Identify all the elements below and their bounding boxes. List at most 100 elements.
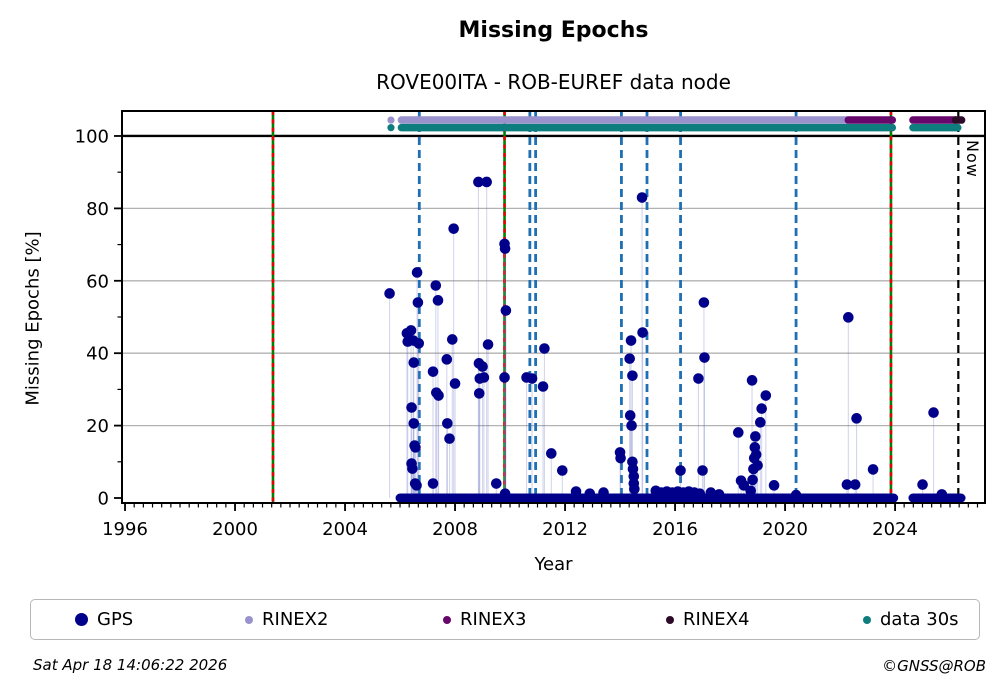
legend-item-rinex3: RINEX3 <box>443 600 526 639</box>
gps-point <box>444 433 455 444</box>
gps-point <box>768 480 780 491</box>
credit-text: ©GNSS@ROB <box>882 657 986 675</box>
gps-point <box>745 485 756 497</box>
legend-label: data 30s <box>880 609 959 630</box>
gps-point <box>427 478 439 489</box>
gps-point <box>539 343 550 354</box>
gps-point <box>430 280 442 291</box>
gps-point <box>442 418 453 429</box>
gps-point <box>481 176 492 188</box>
data30s-dot <box>387 124 395 132</box>
gps-point <box>433 390 444 401</box>
rinex3-dot-icon <box>443 615 451 624</box>
rinex2-dot-icon <box>245 615 253 624</box>
gps-point <box>867 464 879 475</box>
legend-label: GPS <box>97 609 134 630</box>
gps-point <box>624 353 635 364</box>
x-axis-label: Year <box>534 554 573 575</box>
gps-dot-icon <box>75 613 88 626</box>
y-axis-label: Missing Epochs [%] <box>22 231 44 406</box>
gps-point <box>675 465 686 476</box>
x-tick-label: 2012 <box>542 519 588 540</box>
x-tick-label: 2008 <box>432 519 478 540</box>
data30s-dot-icon <box>863 615 871 624</box>
gps-point <box>693 373 704 384</box>
gps-point <box>843 312 854 323</box>
gps-point <box>427 366 439 377</box>
gps-point <box>411 267 423 278</box>
gps-point <box>500 305 512 316</box>
gps-point <box>412 297 424 308</box>
gps-point <box>851 413 862 424</box>
gps-point <box>448 223 459 234</box>
timestamp-text: Sat Apr 18 14:06:22 2026 <box>33 656 228 674</box>
x-tick-label: 2000 <box>212 519 258 540</box>
gps-point <box>526 373 538 384</box>
gps-point <box>624 410 636 421</box>
x-tick-label: 1996 <box>102 519 148 540</box>
gps-point <box>755 417 766 428</box>
gps-point <box>637 327 648 338</box>
gps-point <box>482 339 494 350</box>
gps-point <box>733 427 744 438</box>
y-tick-label: 40 <box>86 344 109 365</box>
gps-point <box>697 465 708 476</box>
gps-point <box>928 407 939 418</box>
gps-point <box>478 372 490 383</box>
gps-point <box>473 388 485 399</box>
gps-point <box>626 420 637 431</box>
gps-point <box>499 243 511 254</box>
gps-point <box>628 470 640 482</box>
gps-point <box>545 448 557 459</box>
gps-point <box>760 390 772 401</box>
rinex4-dot-icon <box>666 615 674 624</box>
gps-point <box>413 338 425 349</box>
gps-point <box>841 479 853 490</box>
gps-point <box>441 354 453 365</box>
legend-label: RINEX4 <box>683 609 750 630</box>
gps-point <box>746 375 758 386</box>
y-tick-label: 0 <box>98 489 109 510</box>
y-tick-label: 100 <box>75 126 109 147</box>
gps-point <box>756 403 767 414</box>
gps-point <box>615 452 626 464</box>
gps-point <box>625 335 637 346</box>
y-tick-label: 80 <box>86 199 109 220</box>
gps-point <box>406 402 417 413</box>
legend-item-gps: GPS <box>75 600 133 639</box>
gps-point <box>432 295 444 306</box>
gps-point <box>446 334 458 345</box>
legend-label: RINEX2 <box>262 609 329 630</box>
y-tick-label: 20 <box>86 416 109 437</box>
gps-point <box>490 478 502 489</box>
now-annotation: Now <box>963 140 982 178</box>
gps-point <box>477 361 488 372</box>
gps-point <box>410 442 421 453</box>
gps-point <box>629 483 640 495</box>
gps-point <box>752 460 763 471</box>
gps-point <box>449 378 461 389</box>
axes-spines <box>121 110 986 504</box>
x-tick-label: 2024 <box>872 519 918 540</box>
legend-item-data30s: data 30s <box>863 600 959 639</box>
rinex2-dot <box>387 116 395 124</box>
legend-item-rinex2: RINEX2 <box>245 600 328 639</box>
gps-point <box>699 352 710 363</box>
legend-box: GPS RINEX2 RINEX3 RINEX4 data 30s <box>30 599 980 640</box>
gps-point <box>636 192 648 203</box>
gps-point <box>917 479 928 490</box>
x-tick-label: 2016 <box>652 519 698 540</box>
gps-point <box>473 176 484 188</box>
gps-point <box>627 370 638 381</box>
gps-point <box>750 431 761 442</box>
chart-subtitle: ROVE00ITA - ROB-EUREF data node <box>376 70 731 94</box>
gps-point <box>408 357 420 368</box>
x-tick-label: 2004 <box>322 519 368 540</box>
gps-point <box>384 288 395 299</box>
gps-point <box>698 297 710 308</box>
chart-title: Missing Epochs <box>458 18 649 43</box>
gps-point <box>750 449 762 460</box>
gps-point <box>405 325 417 336</box>
